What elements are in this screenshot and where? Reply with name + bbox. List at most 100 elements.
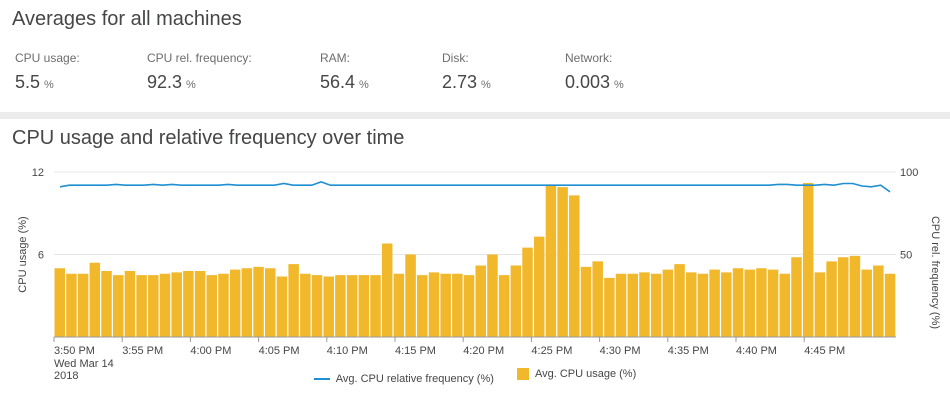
bar-cpu-usage (498, 275, 510, 337)
bar-cpu-usage (615, 273, 627, 337)
x-tick-label: 4:05 PM (259, 345, 300, 357)
x-tick-label: 4:10 PM (327, 345, 368, 357)
metric-ram: RAM: 56.4% (320, 51, 369, 93)
x-tick-label: 4:30 PM (600, 345, 641, 357)
bar-cpu-usage (452, 273, 463, 337)
bar-cpu-usage (791, 257, 802, 337)
metric-cpu-usage: CPU usage: 5.5% (15, 51, 80, 93)
x-tick-label: 4:25 PM (531, 345, 572, 357)
bar-cpu-usage (802, 183, 814, 337)
bar-cpu-usage (650, 273, 662, 337)
y-right-tick-label: 100 (900, 167, 918, 179)
bar-cpu-usage (522, 247, 533, 337)
bar-cpu-usage (194, 271, 206, 337)
bar-cpu-usage (697, 273, 709, 337)
bar-cpu-usage (77, 273, 89, 337)
bar-cpu-usage (861, 269, 872, 337)
bar-cpu-usage (475, 265, 486, 337)
x-tick-label: 4:40 PM (736, 345, 777, 357)
bar-cpu-usage (300, 273, 311, 337)
bar-cpu-usage (732, 268, 744, 337)
bar-cpu-usage (767, 269, 779, 337)
metric-disk: Disk: 2.73% (442, 51, 491, 93)
bar-cpu-usage (557, 187, 568, 337)
metric-label: Network: (565, 51, 613, 65)
legend-item-frequency[interactable]: Avg. CPU relative frequency (%) (313, 373, 494, 385)
bar-cpu-usage (229, 269, 241, 337)
metric-unit: % (481, 79, 491, 91)
bar-cpu-usage (569, 195, 580, 337)
bar-cpu-usage (101, 271, 112, 337)
section-divider (0, 112, 950, 119)
y-left-tick-label: 12 (32, 167, 44, 179)
metric-value: 92.3 (147, 72, 183, 92)
bar-cpu-usage (744, 269, 755, 337)
metric-network: Network: 0.003% (565, 51, 624, 93)
bar-cpu-usage (183, 271, 194, 337)
metric-cpu-rel-frequency: CPU rel. frequency: 92.3% (147, 51, 252, 93)
line-cpu-frequency (59, 181, 891, 193)
bar-cpu-usage (849, 255, 861, 337)
bar-cpu-usage (124, 271, 136, 337)
bar-cpu-usage (814, 272, 826, 337)
bar-cpu-usage (639, 272, 650, 337)
bar-cpu-usage (253, 266, 264, 337)
metric-unit: % (186, 79, 196, 91)
x-tick-date-label: Wed Mar 14 (54, 358, 114, 370)
legend-label: Avg. CPU relative frequency (%) (335, 373, 494, 385)
bar-cpu-usage (159, 273, 171, 337)
bar-cpu-usage (487, 254, 498, 337)
bar-cpu-usage (405, 254, 416, 337)
legend-label: Avg. CPU usage (%) (534, 368, 637, 380)
metric-value: 2.73 (442, 72, 478, 92)
legend-bar-swatch (516, 368, 529, 380)
bar-cpu-usage (54, 268, 65, 337)
bar-cpu-usage (580, 266, 592, 337)
y-right-axis-label: CPU rel. frequency (%) (929, 216, 941, 329)
bar-cpu-usage (463, 275, 475, 337)
legend-item-usage[interactable]: Avg. CPU usage (%) (516, 368, 637, 380)
x-tick-label: 4:15 PM (395, 345, 436, 357)
bar-cpu-usage (346, 275, 358, 337)
y-right-tick-label: 50 (900, 250, 912, 262)
bar-cpu-usage (358, 275, 370, 337)
bar-cpu-usage (674, 264, 685, 337)
bar-cpu-usage (323, 276, 334, 337)
bar-cpu-usage (545, 185, 557, 337)
bar-cpu-usage (428, 272, 440, 337)
metric-label: RAM: (320, 51, 350, 65)
bar-cpu-usage (627, 273, 639, 337)
bar-cpu-usage (89, 262, 101, 337)
metric-label: Disk: (442, 51, 469, 65)
x-tick-date-label: 2018 (54, 370, 78, 382)
bar-cpu-usage (440, 273, 451, 337)
bar-cpu-usage (393, 273, 405, 337)
bar-cpu-usage (381, 243, 393, 337)
bar-cpu-usage (756, 268, 767, 337)
bar-cpu-usage (838, 257, 849, 337)
bar-cpu-usage (779, 273, 791, 337)
bar-cpu-usage (276, 276, 288, 337)
chart-panel: CPU usage and relative frequency over ti… (0, 119, 950, 400)
metric-value: 56.4 (320, 72, 356, 92)
bar-cpu-usage (241, 268, 253, 337)
bar-cpu-usage (288, 264, 299, 337)
metric-label: CPU rel. frequency: (147, 51, 252, 65)
bar-cpu-usage (136, 275, 147, 337)
metric-unit: % (614, 79, 624, 91)
bar-cpu-usage (533, 236, 545, 337)
bar-cpu-usage (592, 261, 603, 337)
bar-cpu-usage (311, 275, 323, 337)
bar-cpu-usage (265, 268, 276, 337)
bar-cpu-usage (112, 275, 124, 337)
bar-cpu-usage (335, 275, 346, 337)
bar-cpu-usage (826, 261, 837, 337)
chart-title: CPU usage and relative frequency over ti… (12, 127, 405, 149)
bar-cpu-usage (873, 265, 884, 337)
bar-cpu-usage (604, 277, 615, 337)
metric-unit: % (44, 79, 54, 91)
bar-cpu-usage (370, 275, 381, 337)
y-left-tick-label: 6 (38, 250, 44, 262)
bar-cpu-usage (721, 272, 732, 337)
bar-cpu-usage (662, 269, 674, 337)
